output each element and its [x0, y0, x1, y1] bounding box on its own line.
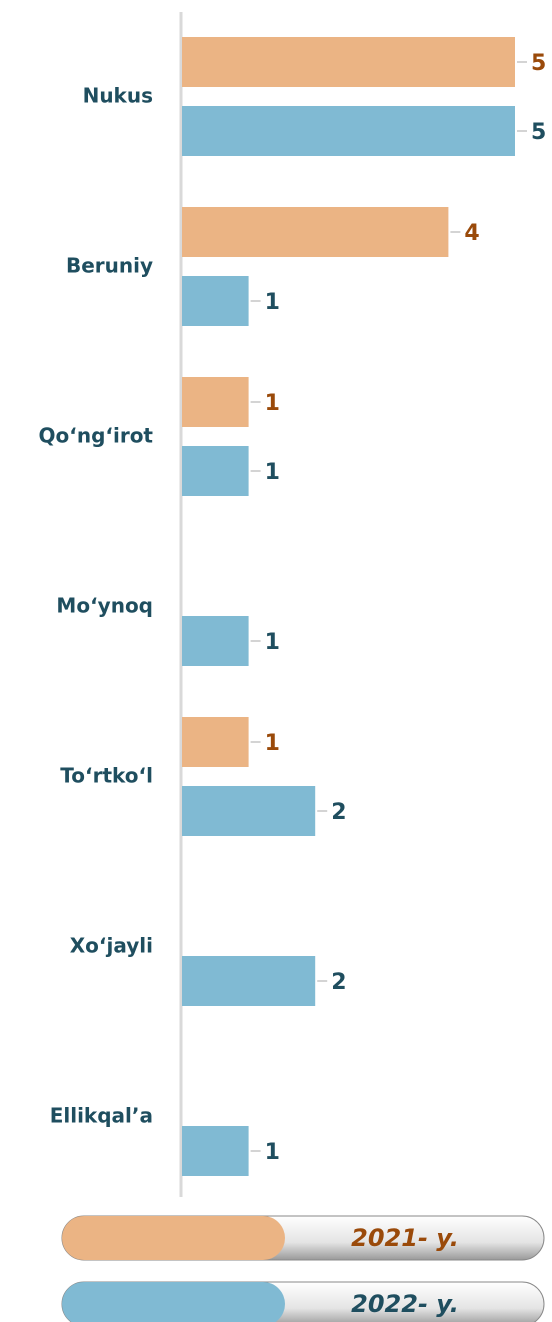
bar [182, 717, 249, 767]
value-label: 1 [265, 731, 280, 756]
value-label: 2 [331, 800, 346, 825]
category-label: Qo‘ng‘irot [38, 424, 153, 448]
category-label: To‘rtko‘l [60, 764, 153, 788]
legend-label: 2022- y. [351, 1290, 459, 1318]
value-label: 1 [265, 391, 280, 416]
bar [182, 446, 249, 496]
value-label: 5 [531, 120, 546, 145]
value-label: 1 [265, 1140, 280, 1165]
value-label: 1 [265, 630, 280, 655]
category-label: Ellikqal’a [50, 1104, 153, 1128]
bar [182, 1126, 249, 1176]
bar [182, 377, 249, 427]
bar [182, 207, 449, 257]
bar [182, 37, 515, 87]
bar [182, 616, 249, 666]
bar [182, 956, 316, 1006]
legend-swatch [62, 1216, 285, 1260]
value-label: 2 [331, 970, 346, 995]
bar [182, 276, 249, 326]
legend-label: 2021- y. [351, 1224, 459, 1252]
value-label: 1 [265, 460, 280, 485]
value-label: 4 [464, 221, 479, 246]
category-label: Beruniy [66, 254, 153, 278]
value-label: 5 [531, 51, 546, 76]
category-label: Mo‘ynoq [56, 594, 153, 618]
bar [182, 106, 515, 156]
bar [182, 786, 316, 836]
category-label: Xo‘jayli [70, 934, 153, 958]
category-label: Nukus [83, 84, 153, 108]
legend-swatch [62, 1282, 285, 1322]
value-label: 1 [265, 290, 280, 315]
